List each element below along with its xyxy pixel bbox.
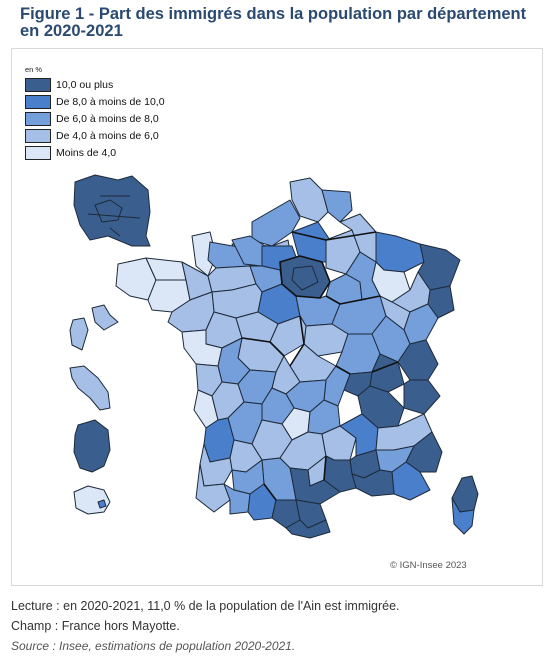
dept-pyrenees-orientales <box>285 519 331 539</box>
dept-ardennes <box>321 189 353 223</box>
legend-label: 10,0 ou plus <box>56 78 114 91</box>
figure-notes: Lecture : en 2020-2021, 11,0 % de la pop… <box>11 596 541 656</box>
region-martinique <box>69 365 111 411</box>
legend-swatch <box>25 77 51 92</box>
dept-nord <box>289 177 329 223</box>
dept-pas-de-calais <box>251 199 301 247</box>
legend-swatch <box>25 145 51 160</box>
legend-swatch <box>25 128 51 143</box>
map-legend: en % 10,0 ou plus De 8,0 à moins de 10,0… <box>25 65 165 161</box>
region-idf-inset-border <box>87 195 141 237</box>
legend-swatch <box>25 111 51 126</box>
legend-label: De 6,0 à moins de 8,0 <box>56 112 159 125</box>
region-reunion-b <box>97 499 107 509</box>
map-credit: © IGN-Insee 2023 <box>390 560 467 571</box>
dept-moselle <box>375 231 425 273</box>
champ-note: Champ : France hors Mayotte. <box>11 619 180 633</box>
dept-corse-sud <box>451 497 475 535</box>
region-guadeloupe <box>69 317 89 351</box>
source-note: Source : Insee, estimations de populatio… <box>11 639 296 653</box>
legend-label: Moins de 4,0 <box>56 146 117 159</box>
dept-bouches-rhone <box>351 469 395 497</box>
legend-label: De 8,0 à moins de 10,0 <box>56 95 165 108</box>
legend-swatch <box>25 94 51 109</box>
figure-title: Figure 1 - Part des immigrés dans la pop… <box>20 5 527 40</box>
region-guyane <box>73 419 111 473</box>
legend-item: De 6,0 à moins de 8,0 <box>25 110 165 127</box>
choropleth-map <box>69 174 479 539</box>
legend-unit: en % <box>25 65 43 74</box>
region-reunion <box>73 485 111 515</box>
region-guadeloupe-b <box>91 304 119 331</box>
legend-label: De 4,0 à moins de 6,0 <box>56 129 159 142</box>
region-boundaries <box>241 231 399 501</box>
dept-paris-center <box>291 265 319 291</box>
lecture-note: Lecture : en 2020-2021, 11,0 % de la pop… <box>11 599 400 613</box>
legend-item: De 8,0 à moins de 10,0 <box>25 93 165 110</box>
legend-item: Moins de 4,0 <box>25 144 165 161</box>
dept-savoie <box>403 379 441 415</box>
legend-item: De 4,0 à moins de 6,0 <box>25 127 165 144</box>
legend-item: 10,0 ou plus <box>25 76 165 93</box>
